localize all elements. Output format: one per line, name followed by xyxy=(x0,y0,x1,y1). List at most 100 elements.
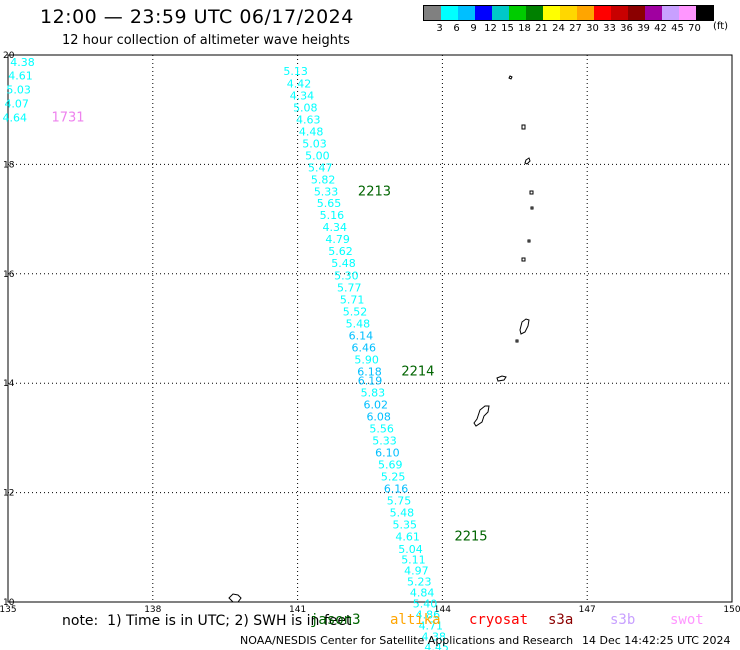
legend-label: 6 xyxy=(453,23,460,34)
legend-swatch xyxy=(475,6,492,20)
legend-swatches xyxy=(423,5,714,21)
wave-height-label: 6.16 xyxy=(384,483,409,496)
wave-height-label: 5.69 xyxy=(378,459,403,472)
wave-height-label: 5.77 xyxy=(337,281,362,294)
wave-height-label: 5.04 xyxy=(398,543,423,556)
x-tick-label: 150 xyxy=(723,605,740,615)
wave-height-label: 5.65 xyxy=(317,197,342,210)
legend-swatch xyxy=(543,6,560,20)
wave-height-label: 5.33 xyxy=(372,434,397,447)
color-legend: 3 6 9 12 15 18 21 24 27 30 33 36 39 42 45 70 xyxy=(423,5,714,35)
wave-height-label: 4.71 xyxy=(419,619,444,632)
legend-swatch xyxy=(424,6,441,20)
wave-height-label: 5.13 xyxy=(283,65,308,78)
island-outline xyxy=(527,239,531,243)
legend-labels: 3 6 9 12 15 18 21 24 27 30 33 36 39 42 45 70 xyxy=(423,21,714,35)
wave-height-label: 4.38 xyxy=(10,56,35,69)
legend-label: 9 xyxy=(470,23,477,34)
legend-swatch xyxy=(594,6,611,20)
legend-label: 21 xyxy=(535,23,548,34)
footer-note: note: 1) Time is in UTC; 2) SWH is in fe… xyxy=(62,613,352,629)
legend-label: 12 xyxy=(484,23,497,34)
wave-height-label: 5.25 xyxy=(381,471,406,484)
legend-swatch xyxy=(662,6,679,20)
y-tick-label: 20 xyxy=(3,51,15,61)
legend-swatch xyxy=(560,6,577,20)
wave-height-label: 5.40 xyxy=(413,597,438,610)
island-outline xyxy=(530,206,534,210)
wave-height-label: 5.16 xyxy=(320,209,345,222)
wave-height-label: 6.18 xyxy=(357,366,382,379)
legend-swatch xyxy=(458,6,475,20)
wave-height-label: 4.38 xyxy=(421,630,446,643)
wave-height-label: 4.84 xyxy=(410,587,435,600)
wave-height-label: 5.48 xyxy=(390,507,415,520)
wave-height-label: 5.48 xyxy=(346,317,371,330)
wave-height-label: 4.34 xyxy=(290,89,315,102)
wave-height-label: 5.47 xyxy=(308,162,333,175)
satellite-s3b: s3b xyxy=(610,612,636,628)
wave-height-label: 4.07 xyxy=(4,98,29,111)
wave-height-label: 5.03 xyxy=(302,137,327,150)
wave-height-label: 5.52 xyxy=(343,305,368,318)
legend-swatch xyxy=(696,6,713,20)
wave-height-label: 5.11 xyxy=(401,554,426,567)
island-outline xyxy=(524,157,531,165)
wave-height-label: 6.02 xyxy=(364,398,389,411)
pass-time-label: 2213 xyxy=(358,185,391,200)
legend-swatch xyxy=(492,6,509,20)
timestamp: 14 Dec 14:42:25 UTC 2024 xyxy=(582,634,731,647)
x-tick-label: 147 xyxy=(579,605,596,615)
wave-height-label: 5.90 xyxy=(354,354,379,367)
island-outline xyxy=(473,405,490,427)
pass-time-label: 1731 xyxy=(51,111,84,126)
legend-label: 39 xyxy=(637,23,650,34)
wave-height-label: 4.97 xyxy=(404,565,429,578)
wave-height-label: 5.83 xyxy=(361,386,386,399)
island-outline xyxy=(521,124,526,130)
wave-height-label: 5.03 xyxy=(6,83,31,96)
legend-label: 70 xyxy=(688,23,701,34)
pass-time-label: 2214 xyxy=(401,365,434,380)
x-tick-label: 138 xyxy=(144,605,161,615)
wave-height-label: 4.86 xyxy=(416,608,441,621)
legend-swatch xyxy=(577,6,594,20)
wave-height-label: 4.48 xyxy=(299,125,324,138)
y-tick-label: 10 xyxy=(3,598,15,608)
wave-height-label: 5.56 xyxy=(369,422,394,435)
wave-height-label: 6.46 xyxy=(351,341,376,354)
wave-height-label: 4.42 xyxy=(287,77,312,90)
wave-height-label: 5.75 xyxy=(387,495,412,508)
pass-time-label: 2215 xyxy=(454,530,487,545)
legend-swatch xyxy=(526,6,543,20)
island-outline xyxy=(515,339,519,343)
legend-label: 18 xyxy=(518,23,531,34)
legend-swatch xyxy=(441,6,458,20)
island-outline xyxy=(519,318,530,335)
x-tick-label: 144 xyxy=(434,605,451,615)
legend-unit: (ft) xyxy=(713,21,729,32)
wave-height-label: 5.71 xyxy=(340,293,365,306)
legend-swatch xyxy=(645,6,662,20)
legend-label: 45 xyxy=(671,23,684,34)
wave-height-label: 6.14 xyxy=(349,329,374,342)
legend-label: 30 xyxy=(586,23,599,34)
wave-height-label: 5.30 xyxy=(334,269,359,282)
legend-label: 27 xyxy=(569,23,582,34)
x-tick-label: 135 xyxy=(0,605,17,615)
y-tick-label: 12 xyxy=(3,489,14,499)
legend-label: 3 xyxy=(436,23,443,34)
legend-label: 24 xyxy=(552,23,565,34)
credit-line: NOAA/NESDIS Center for Satellite Applica… xyxy=(240,634,574,647)
satellite-cryosat: cryosat xyxy=(469,612,529,628)
plot-frame xyxy=(7,54,733,603)
satellite-altika: altika xyxy=(390,612,441,628)
wave-height-label: 4.63 xyxy=(296,113,321,126)
wave-height-label: 4.64 xyxy=(3,112,28,125)
legend-swatch xyxy=(611,6,628,20)
legend-label: 33 xyxy=(603,23,616,34)
legend-label: 15 xyxy=(501,23,514,34)
legend-swatch xyxy=(509,6,526,20)
satellite-swot: swot xyxy=(670,612,704,628)
wave-height-label: 4.79 xyxy=(325,233,350,246)
